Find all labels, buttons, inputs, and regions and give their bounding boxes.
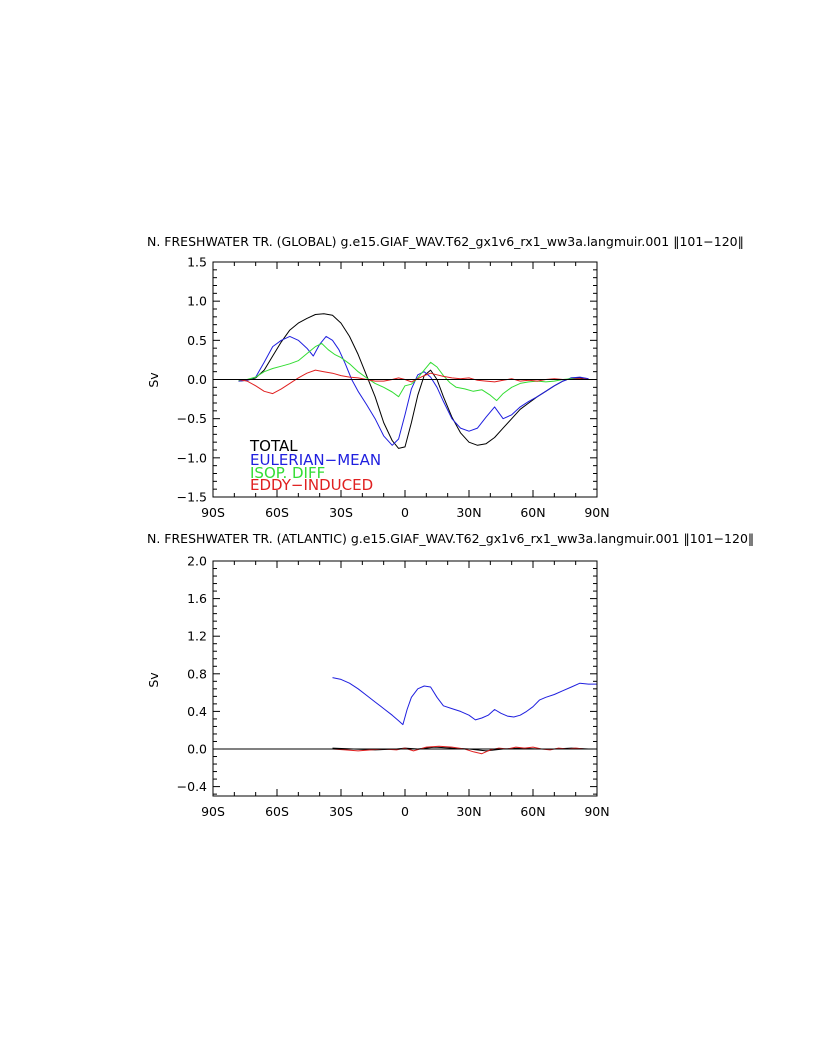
y-tick-label: −1.5 xyxy=(177,490,207,505)
series-line xyxy=(238,369,589,395)
y-tick-label: 0.0 xyxy=(187,742,207,757)
global-panel: N. FRESHWATER TR. (GLOBAL) g.e15.GIAF_WA… xyxy=(146,234,744,520)
x-tick-label: 60S xyxy=(265,804,289,819)
x-tick-label: 60N xyxy=(520,505,545,520)
x-tick-label: 60S xyxy=(265,505,289,520)
y-tick-label: 1.6 xyxy=(187,591,207,606)
atlantic-axis-ticks: 90S 60S 30S 0 30N 60N 90N −0.4 0.0 0.4 0.8 1.2 1.6 2.… xyxy=(177,554,610,820)
legend-eulerian-mean: EULERIAN−MEAN xyxy=(250,451,381,469)
x-tick-label: 90N xyxy=(584,505,609,520)
y-tick-label: 0.4 xyxy=(187,704,207,719)
legend-eddy-induced: EDDY−INDUCED xyxy=(250,476,373,494)
global-y-axis-label: Sv xyxy=(146,372,161,388)
global-legend: TOTAL EULERIAN−MEAN ISOP. DIFF EDDY−INDU… xyxy=(249,437,381,494)
global-plot-frame xyxy=(212,261,598,498)
series-line xyxy=(332,677,597,726)
series-line xyxy=(332,745,593,755)
y-tick-label: 1.2 xyxy=(187,629,207,644)
x-tick-label: 30N xyxy=(456,804,481,819)
global-axis-ticks: 90S 60S 30S 0 30N 60N 90N −1.5 −1.0 −0.5 0.0 0.5 1.0… xyxy=(177,255,610,521)
x-tick-label: 0 xyxy=(401,505,409,520)
legend-total: TOTAL xyxy=(249,437,298,455)
atlantic-plot-frame xyxy=(212,560,598,797)
x-tick-label: 30S xyxy=(329,804,353,819)
y-tick-label: −0.4 xyxy=(177,779,207,794)
x-tick-label: 90S xyxy=(201,804,225,819)
atlantic-panel: N. FRESHWATER TR. (ATLANTIC) g.e15.GIAF_… xyxy=(146,531,754,819)
atlantic-y-axis-label: Sv xyxy=(146,672,161,688)
x-tick-label: 90N xyxy=(584,804,609,819)
legend-isop-diff: ISOP. DIFF xyxy=(250,464,325,482)
x-tick-label: 30N xyxy=(456,505,481,520)
x-tick-label: 0 xyxy=(401,804,409,819)
y-tick-label: 0.0 xyxy=(187,372,207,387)
y-tick-label: 1.5 xyxy=(187,255,207,270)
atlantic-series-lines xyxy=(332,677,597,755)
y-tick-label: 0.8 xyxy=(187,666,207,681)
y-tick-label: 2.0 xyxy=(187,554,207,569)
y-tick-label: 0.5 xyxy=(187,333,207,348)
y-tick-label: −0.5 xyxy=(177,411,207,426)
atlantic-chart-title: N. FRESHWATER TR. (ATLANTIC) g.e15.GIAF_… xyxy=(147,531,754,546)
y-tick-label: −1.0 xyxy=(177,450,207,465)
x-tick-label: 30S xyxy=(329,505,353,520)
global-series-lines xyxy=(238,313,589,449)
series-line xyxy=(238,343,589,402)
x-tick-label: 60N xyxy=(520,804,545,819)
y-tick-label: 1.0 xyxy=(187,294,207,309)
global-chart-title: N. FRESHWATER TR. (GLOBAL) g.e15.GIAF_WA… xyxy=(147,234,744,249)
series-line xyxy=(238,313,589,449)
series-line xyxy=(238,335,589,446)
x-tick-label: 90S xyxy=(201,505,225,520)
